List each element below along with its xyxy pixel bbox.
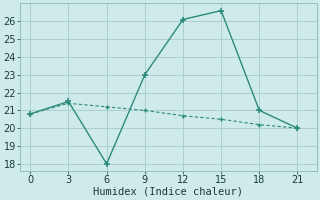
X-axis label: Humidex (Indice chaleur): Humidex (Indice chaleur) — [93, 187, 243, 197]
